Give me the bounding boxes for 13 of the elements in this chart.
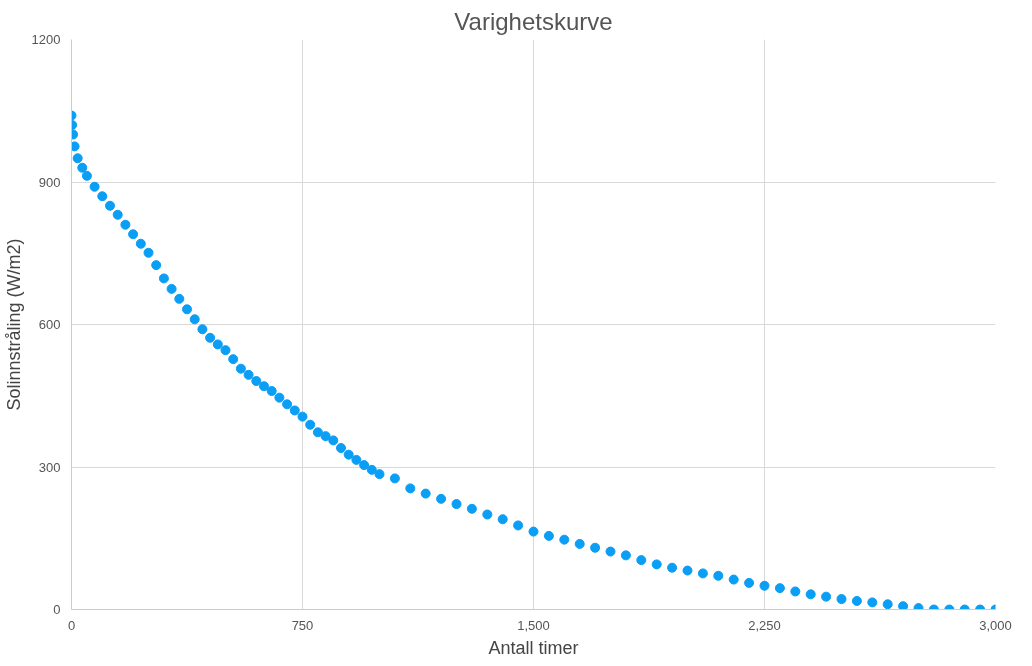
x-tick-label: 1,500 (517, 617, 550, 633)
y-tick-label: 600 (38, 317, 61, 332)
y-tick-label: 0 (53, 602, 61, 617)
x-axis-title: Antall timer (488, 637, 579, 658)
y-tick-label: 300 (38, 459, 61, 475)
y-axis-title: Solinnstråling (W/m2) (3, 238, 24, 411)
x-tick-label: 750 (291, 617, 314, 633)
chart-title: Varighetskurve (454, 7, 613, 35)
y-tick-label: 1200 (31, 32, 61, 47)
x-tick-label: 0 (67, 617, 76, 633)
x-tick-label: 3,000 (979, 617, 1012, 633)
y-tick-label: 900 (38, 174, 61, 190)
x-tick-label: 2,250 (748, 617, 781, 633)
